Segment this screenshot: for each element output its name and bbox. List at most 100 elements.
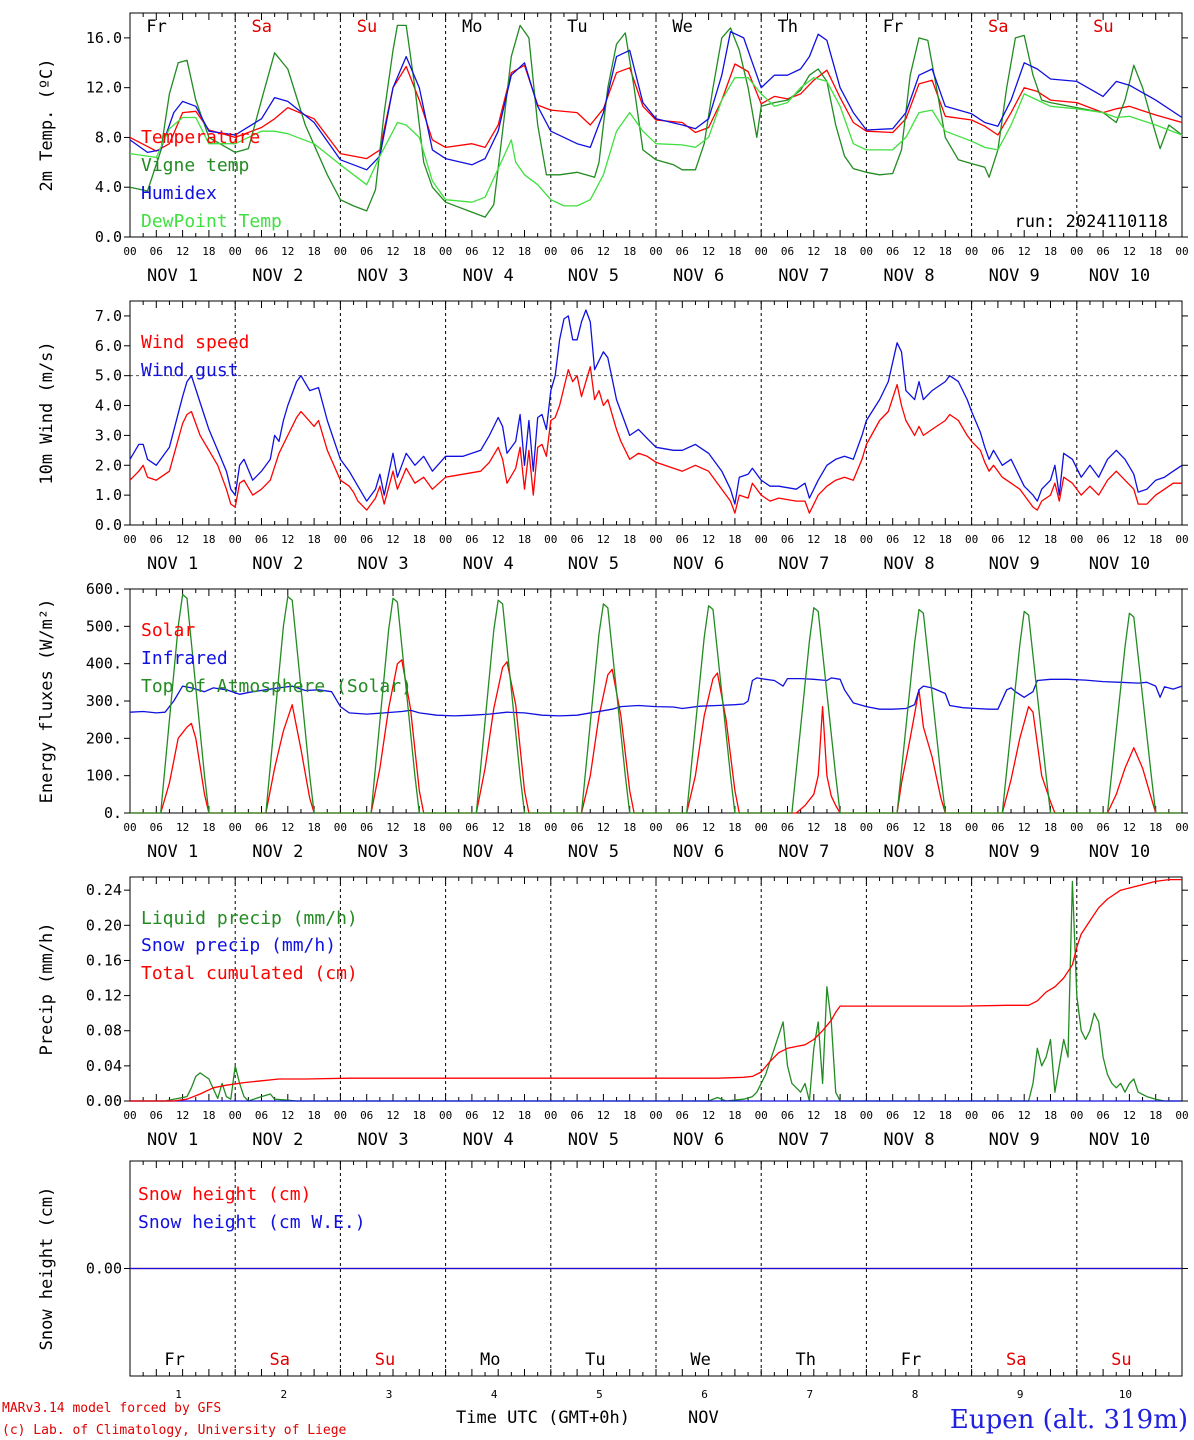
x-tick-label: 00 [544, 533, 557, 546]
x-tick-label: 00 [1070, 245, 1083, 258]
legend-entry: Temperature [141, 127, 260, 148]
x-tick-label: 06 [150, 821, 163, 834]
x-tick-label: 00 [123, 533, 136, 546]
x-tick-label: 06 [360, 821, 373, 834]
date-label: NOV 7 [778, 1130, 829, 1150]
y-axis-label: 10m Wind (m/s) [37, 341, 57, 484]
date-label: NOV 9 [989, 554, 1040, 574]
x-tick-label: 12 [1018, 533, 1031, 546]
x-tick-label: 06 [150, 1109, 163, 1122]
weekday-label: Su [375, 1350, 395, 1370]
x-tick-label: 00 [123, 245, 136, 258]
legend-entry: Top of Atmosphere (Solar) [141, 676, 412, 697]
y-tick-label: 6.0 [95, 337, 122, 355]
x-tick-label: 18 [307, 821, 320, 834]
x-tick-label: 00 [755, 1109, 768, 1122]
x-tick-label: 00 [860, 245, 873, 258]
x-tick-label: 18 [623, 821, 636, 834]
day-number-label: 2 [280, 1388, 287, 1401]
x-tick-label: 00 [229, 533, 242, 546]
x-axis-title: Time UTC (GMT+0h) [456, 1408, 630, 1428]
x-tick-label: 12 [807, 1109, 820, 1122]
x-tick-label: 06 [255, 245, 268, 258]
x-tick-label: 06 [886, 533, 899, 546]
date-label: NOV 7 [778, 842, 829, 862]
x-tick-label: 18 [728, 1109, 741, 1122]
x-tick-label: 18 [518, 1109, 531, 1122]
x-tick-label: 18 [518, 533, 531, 546]
x-tick-label: 06 [676, 533, 689, 546]
x-tick-label: 00 [439, 533, 452, 546]
x-tick-label: 00 [965, 1109, 978, 1122]
series-line-top-of-atmosphere-solar [130, 593, 1182, 814]
x-tick-label: 18 [202, 245, 215, 258]
x-tick-label: 12 [912, 245, 925, 258]
x-tick-label: 06 [255, 821, 268, 834]
date-label: NOV 9 [989, 1130, 1040, 1150]
x-tick-label: 12 [386, 533, 399, 546]
date-label: NOV 3 [357, 554, 408, 574]
y-axis-label: Snow height (cm) [37, 1187, 57, 1351]
y-tick-label: 200. [86, 729, 122, 747]
x-tick-label: 06 [360, 1109, 373, 1122]
x-tick-label: 12 [912, 533, 925, 546]
x-tick-label: 06 [360, 533, 373, 546]
x-tick-label: 06 [676, 245, 689, 258]
x-tick-label: 06 [1096, 533, 1109, 546]
x-tick-label: 18 [728, 821, 741, 834]
x-tick-label: 12 [912, 1109, 925, 1122]
x-tick-label: 06 [465, 1109, 478, 1122]
x-tick-label: 06 [676, 821, 689, 834]
x-tick-label: 12 [281, 1109, 294, 1122]
date-label: NOV 5 [568, 1130, 619, 1150]
x-tick-label: 18 [833, 245, 846, 258]
x-tick-label: 18 [728, 245, 741, 258]
x-tick-label: 00 [1070, 821, 1083, 834]
date-label: NOV 9 [989, 266, 1040, 286]
x-tick-label: 00 [229, 245, 242, 258]
day-number-label: 5 [596, 1388, 603, 1401]
y-tick-label: 0.00 [86, 1260, 122, 1278]
x-tick-label: 12 [1018, 1109, 1031, 1122]
x-tick-label: 06 [991, 1109, 1004, 1122]
y-tick-label: 0.08 [86, 1022, 122, 1040]
y-tick-label: 3.0 [95, 426, 122, 444]
x-tick-label: 18 [1044, 245, 1057, 258]
legend-entry: Wind speed [141, 332, 249, 353]
x-tick-label: 12 [1123, 533, 1136, 546]
legend-entry: Infrared [141, 648, 228, 669]
x-tick-label: 06 [150, 533, 163, 546]
weekday-label: Sa [1006, 1350, 1026, 1370]
y-tick-label: 0. [104, 804, 122, 822]
date-label: NOV 5 [568, 842, 619, 862]
lab-credit: (c) Lab. of Climatology, University of L… [2, 1423, 347, 1438]
x-tick-label: 18 [413, 1109, 426, 1122]
x-tick-label: 00 [1175, 1109, 1188, 1122]
x-tick-label: 12 [1123, 821, 1136, 834]
panel-3: 0. 100. 200. 300. 400. 500. 600. Energy fluxes … [37, 580, 1189, 862]
date-label: NOV 5 [568, 266, 619, 286]
y-tick-label: 2.0 [95, 456, 122, 474]
x-tick-label: 18 [623, 1109, 636, 1122]
x-tick-label: 00 [1070, 533, 1083, 546]
x-tick-label: 12 [702, 821, 715, 834]
y-tick-label: 500. [86, 617, 122, 635]
legend-entry: Solar [141, 620, 195, 641]
legend-entry: Liquid precip (mm/h) [141, 908, 358, 929]
y-tick-label: 0.16 [86, 951, 122, 969]
weekday-label: Fr [901, 1350, 921, 1370]
y-tick-label: 4.0 [95, 178, 122, 196]
y-tick-label: 16.0 [86, 29, 122, 47]
weekday-label: Sa [270, 1350, 290, 1370]
date-label: NOV 10 [1089, 554, 1150, 574]
x-tick-label: 06 [991, 533, 1004, 546]
date-label: NOV 4 [463, 554, 514, 574]
x-tick-label: 12 [1018, 821, 1031, 834]
x-tick-label: 00 [229, 821, 242, 834]
y-axis-label: Energy fluxes (W/m²) [37, 599, 57, 804]
x-tick-label: 06 [360, 245, 373, 258]
x-tick-label: 06 [676, 1109, 689, 1122]
x-tick-label: 00 [755, 821, 768, 834]
x-tick-label: 12 [492, 821, 505, 834]
